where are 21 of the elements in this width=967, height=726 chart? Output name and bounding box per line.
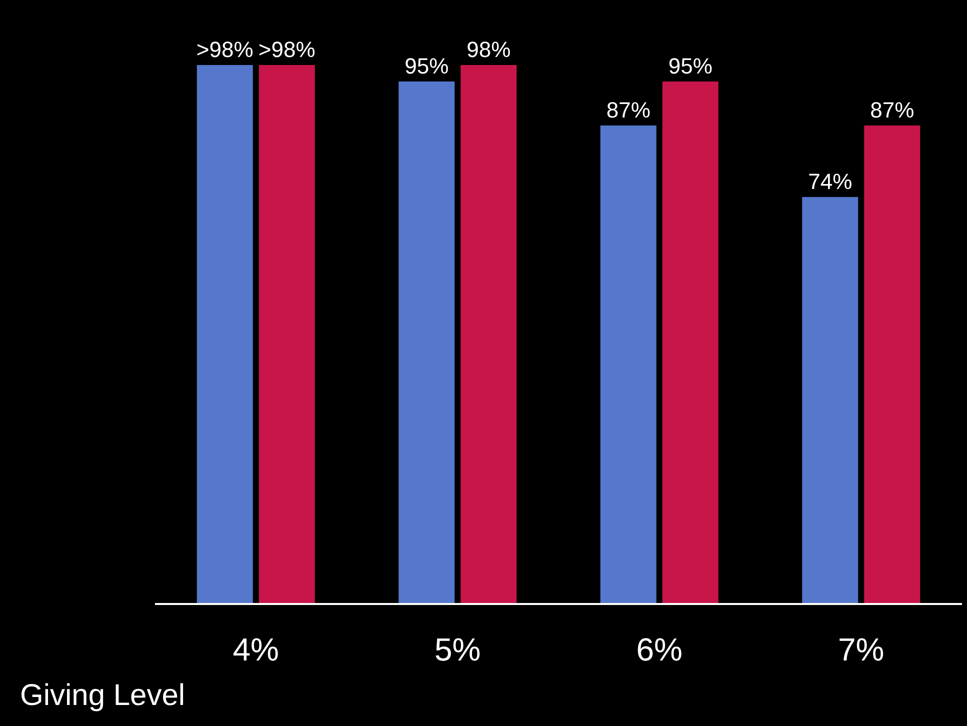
bar <box>662 82 718 604</box>
x-axis-title: Giving Level <box>20 679 186 712</box>
bar <box>460 65 517 604</box>
x-tick-label: 5% <box>434 632 481 668</box>
data-label: >98% <box>258 37 316 62</box>
data-label: 95% <box>404 54 449 78</box>
bar <box>398 82 455 604</box>
x-tick-label: 4% <box>232 632 279 668</box>
bar <box>258 65 315 604</box>
data-label: 98% <box>466 37 511 62</box>
data-label: 87% <box>606 98 650 122</box>
data-label: 74% <box>808 169 852 194</box>
bar <box>196 65 253 604</box>
bar <box>600 126 656 604</box>
x-tick-label: 7% <box>838 632 884 668</box>
data-label: >98% <box>196 37 254 62</box>
bar <box>864 126 920 604</box>
x-tick-label: 6% <box>636 632 682 668</box>
bar <box>802 197 858 604</box>
data-label: 95% <box>668 54 712 78</box>
data-label: 87% <box>870 98 914 122</box>
